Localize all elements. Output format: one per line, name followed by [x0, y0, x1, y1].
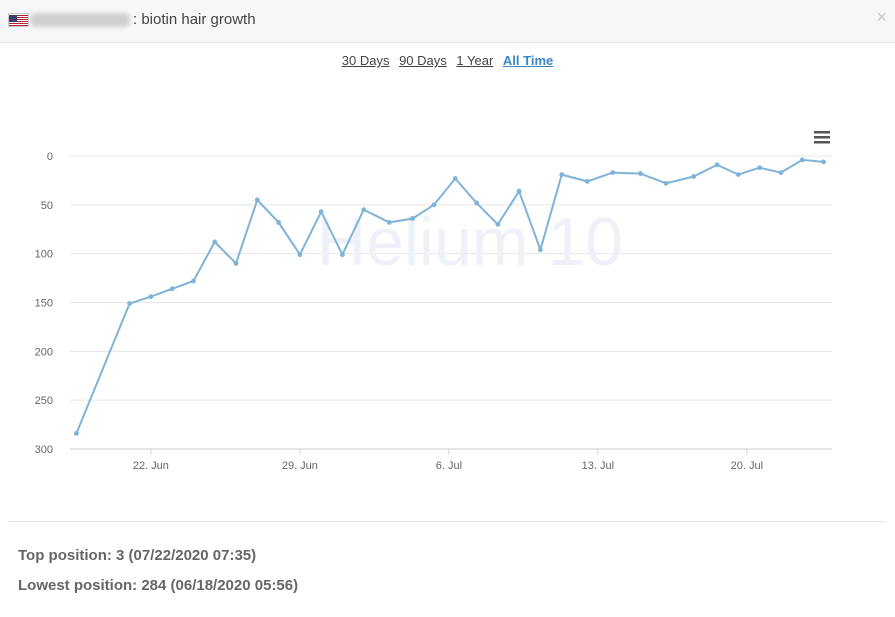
y-tick-label: 200	[35, 346, 53, 358]
data-point[interactable]	[410, 216, 416, 221]
data-point[interactable]	[297, 252, 303, 258]
data-point[interactable]	[757, 165, 763, 171]
data-point[interactable]	[73, 430, 79, 436]
range-all-time[interactable]: All Time	[502, 53, 554, 68]
rank-series-line	[75, 158, 824, 434]
data-point[interactable]	[169, 286, 175, 292]
y-tick-label: 0	[47, 151, 53, 163]
data-point[interactable]	[127, 301, 132, 306]
data-point[interactable]	[584, 178, 590, 184]
data-point[interactable]	[663, 180, 669, 186]
y-tick-label: 100	[35, 249, 53, 261]
y-axis: 0 50 100 150 200 250 300	[35, 151, 53, 456]
data-point[interactable]	[212, 239, 218, 245]
x-tick-label: 20. Jul	[731, 460, 763, 472]
data-point[interactable]	[537, 247, 543, 253]
data-point[interactable]	[148, 294, 154, 300]
data-point[interactable]	[714, 162, 720, 168]
x-tick-label: 29. Jun	[282, 460, 318, 472]
data-point[interactable]	[495, 221, 501, 227]
y-tick-label: 300	[35, 444, 53, 456]
data-point[interactable]	[191, 278, 196, 284]
chart-grid	[70, 155, 832, 450]
data-point[interactable]	[452, 176, 458, 181]
data-point[interactable]	[638, 171, 643, 176]
data-point[interactable]	[361, 207, 367, 213]
y-tick-label: 250	[35, 395, 53, 407]
range-30-days[interactable]: 30 Days	[341, 53, 390, 68]
range-1-year[interactable]: 1 Year	[456, 53, 494, 68]
data-point[interactable]	[691, 174, 697, 179]
y-tick-label: 50	[41, 200, 53, 212]
top-position-stat: Top position: 3 (07/22/2020 07:35)	[18, 547, 257, 564]
range-90-days[interactable]: 90 Days	[399, 53, 447, 68]
data-point[interactable]	[431, 202, 437, 208]
data-point[interactable]	[559, 172, 565, 177]
data-point[interactable]	[318, 209, 324, 215]
chart-menu-icon[interactable]	[814, 131, 830, 144]
x-tick-label: 13. Jul	[582, 460, 614, 472]
data-point[interactable]	[610, 170, 616, 176]
data-point[interactable]	[276, 220, 281, 225]
time-range-selector: 30 Days 90 Days 1 Year All Time	[0, 53, 895, 68]
rank-series-points	[73, 157, 826, 436]
close-icon[interactable]: ×	[876, 7, 887, 27]
data-point[interactable]	[778, 170, 784, 176]
us-flag-icon	[8, 13, 29, 27]
chart-watermark: Helium 10	[317, 204, 623, 280]
asin-redacted	[30, 13, 130, 27]
data-point[interactable]	[254, 197, 260, 203]
data-point[interactable]	[735, 172, 741, 177]
x-axis: 22. Jun 29. Jun 6. Jul 13. Jul 20. Jul	[133, 449, 763, 472]
data-point[interactable]	[516, 188, 522, 194]
data-point[interactable]	[474, 200, 479, 206]
data-point[interactable]	[799, 157, 805, 163]
x-tick-label: 6. Jul	[436, 460, 462, 472]
modal-title: : biotin hair growth	[133, 11, 256, 28]
lowest-position-stat: Lowest position: 284 (06/18/2020 05:56)	[18, 577, 299, 594]
divider	[8, 521, 886, 522]
y-tick-label: 150	[35, 298, 53, 310]
data-point[interactable]	[386, 220, 392, 225]
x-tick-label: 22. Jun	[133, 460, 169, 472]
data-point[interactable]	[233, 261, 239, 266]
data-point[interactable]	[821, 159, 826, 165]
data-point[interactable]	[340, 252, 345, 258]
modal-header: : biotin hair growth ×	[0, 0, 895, 43]
rank-history-chart: Helium 10 0 50 100 150 200 250 300 22. Jun 29. …	[35, 131, 832, 472]
